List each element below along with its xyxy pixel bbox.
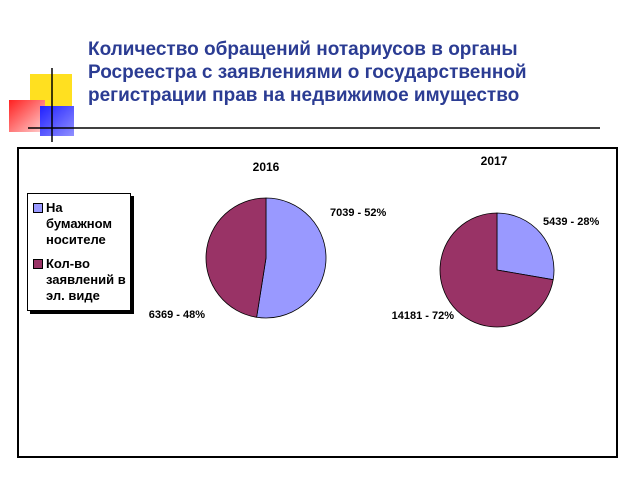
data-label: 7039 - 52% [330, 207, 386, 219]
legend-swatch [33, 259, 43, 269]
data-label: 14181 - 72% [392, 310, 455, 322]
data-label: 6369 - 48% [149, 309, 205, 321]
legend-swatch [33, 203, 43, 213]
pie-title: 2016 [253, 160, 280, 174]
pie-title: 2017 [481, 154, 508, 168]
pie-slice [496, 212, 555, 281]
data-label: 5439 - 28% [543, 216, 599, 228]
chart-frame [17, 147, 618, 458]
legend-label: Кол-во заявлений в эл. виде [46, 256, 126, 303]
pie-slice [256, 197, 327, 319]
pie-slice [439, 212, 554, 328]
legend: На бумажном носителе Кол-во заявлений в э… [27, 193, 131, 311]
pie-slice [205, 197, 267, 318]
title-line: Количество обращений нотариусов в органы [88, 39, 518, 60]
decor-red [9, 100, 45, 132]
legend-item: Кол-во заявлений в эл. виде [33, 256, 127, 304]
title-line: регистрации прав на недвижимое имущество [88, 85, 520, 106]
legend-label: На бумажном носителе [46, 200, 113, 247]
slide-title: Количество обращений нотариусов в органы… [88, 38, 527, 107]
legend-item: На бумажном носителе [33, 200, 127, 248]
title-line: Росреестра с заявлениями о государственн… [88, 62, 527, 83]
decor-blue [40, 106, 74, 136]
